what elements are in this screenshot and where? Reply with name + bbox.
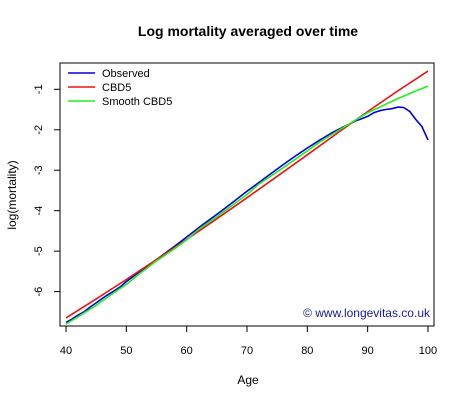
legend-label-2: Smooth CBD5 xyxy=(102,96,172,108)
series-layer xyxy=(65,70,429,325)
x-tick-label: 70 xyxy=(241,345,253,357)
credit-text: © www.longevitas.co.uk xyxy=(303,306,431,320)
x-tick-label: 40 xyxy=(60,345,72,357)
y-tick-label: -1 xyxy=(33,84,45,94)
x-tick-label: 100 xyxy=(419,345,437,357)
series-line-0 xyxy=(65,106,429,324)
series-line-2 xyxy=(65,85,429,325)
x-tick-label: 80 xyxy=(301,345,313,357)
x-tick-label: 60 xyxy=(181,345,193,357)
legend-label-0: Observed xyxy=(102,68,150,80)
axes-layer: 40 50 60 70 80 90 100 -6 -5 -4 -3 -2 -1 xyxy=(33,84,437,357)
y-tick-label: -3 xyxy=(33,165,45,175)
x-axis-label: Age xyxy=(237,373,259,387)
chart-title: Log mortality averaged over time xyxy=(138,23,358,39)
y-axis-label: log(mortality) xyxy=(5,160,19,229)
series-line-1 xyxy=(65,70,429,319)
y-tick-label: -4 xyxy=(33,206,45,216)
legend: Observed CBD5 Smooth CBD5 xyxy=(68,68,172,108)
x-tick-label: 50 xyxy=(120,345,132,357)
y-tick-label: -5 xyxy=(33,246,45,256)
legend-label-1: CBD5 xyxy=(102,82,131,94)
y-tick-label: -6 xyxy=(33,287,45,297)
x-tick-label: 90 xyxy=(362,345,374,357)
y-tick-label: -2 xyxy=(33,125,45,135)
